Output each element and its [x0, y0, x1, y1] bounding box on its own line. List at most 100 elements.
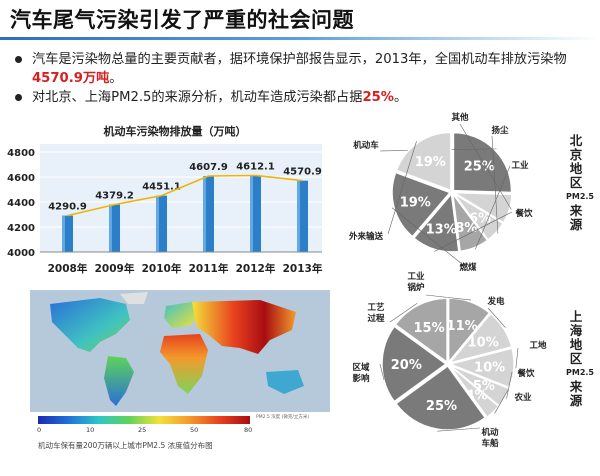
bar-highlight — [62, 215, 65, 252]
bullet-highlight: 4570.9万吨 — [32, 71, 110, 86]
vertical-title-char: 来 — [569, 379, 583, 394]
data-label: 4290.9 — [48, 202, 87, 213]
y-tick-label: 4200 — [7, 223, 35, 234]
bar — [156, 195, 167, 252]
pie-slice — [447, 297, 491, 365]
legend-tick: 80 — [244, 426, 253, 434]
leader-line — [506, 371, 513, 399]
leader-line — [437, 427, 481, 432]
bar-highlight — [203, 176, 206, 252]
pie-slice — [452, 131, 513, 194]
legend-tick: 50 — [190, 426, 199, 434]
slice-name-label: 其他 — [451, 112, 469, 123]
bullet-text: 汽车是污染物总量的主要贡献者，据环境保护部报告显示，2013年，全国机动车排放污… — [32, 52, 567, 67]
pie-slice — [394, 297, 448, 364]
slice-pct-label: 13% — [426, 222, 457, 237]
y-tick-label: 4400 — [7, 198, 35, 209]
map-legend-note: PM2.5 浓度 (微克/立方米) — [256, 415, 310, 420]
map-legend-colorbar — [38, 416, 250, 424]
slice-name-label: 发电 — [486, 296, 505, 307]
bullet-dot-icon — [15, 56, 22, 63]
bar-highlight — [109, 204, 112, 252]
x-tick-label: 2009年 — [95, 262, 135, 275]
slice-pct-label: 10% — [474, 361, 505, 376]
y-tick-label: 4000 — [7, 248, 35, 259]
bullet-dot-icon — [15, 94, 22, 101]
pie-slice — [451, 191, 489, 253]
slice-name-label: 影响 — [352, 373, 370, 384]
bar-highlight — [297, 180, 300, 252]
bullet-item: 汽车是污染物总量的主要贡献者，据环境保护部报告显示，2013年，全国机动车排放污… — [12, 50, 597, 88]
bullet-highlight: 25% — [362, 90, 395, 105]
slice-pct-label: 10% — [468, 336, 499, 351]
data-label: 4607.9 — [189, 162, 228, 173]
x-tick-label: 2008年 — [48, 262, 88, 275]
bar — [109, 204, 120, 252]
y-tick-label: 4600 — [7, 173, 35, 184]
bar — [62, 215, 73, 252]
bar-highlight — [156, 195, 159, 252]
vertical-title-char: PM2.5 — [566, 368, 594, 377]
leader-line — [379, 363, 385, 381]
bar — [203, 176, 214, 252]
data-label: 4570.9 — [283, 167, 322, 178]
leader-line — [434, 211, 513, 252]
shanghai-chart-title: 上海地区 PM2.5 来源 — [566, 309, 594, 408]
pie-slice — [452, 192, 505, 241]
emission-bar-chart: 机动车污染物排放量（万吨） 4000 4200 4400 4600 4800 4290.9 2… — [7, 124, 323, 275]
slice-name-label: 工艺 — [367, 302, 385, 313]
pie-slice — [391, 171, 452, 238]
page-title: 汽车尾气污染引发了严重的社会问题 — [10, 8, 354, 32]
x-tick-label: 2012年 — [236, 262, 276, 275]
pie-slice — [394, 364, 487, 431]
vertical-title-char: 源 — [569, 393, 583, 408]
vertical-title-char: 地 — [569, 337, 583, 352]
slice-name-label: 餐饮 — [514, 208, 533, 219]
x-tick-label: 2010年 — [142, 262, 182, 275]
world-pm25-map — [30, 290, 330, 412]
slice-name-label: 工地 — [529, 340, 547, 351]
bullet-suffix: 。 — [109, 71, 123, 86]
leader-line — [391, 207, 463, 265]
slice-name-label: 车船 — [481, 438, 499, 449]
plot-background — [40, 144, 322, 252]
slice-pct-label: 8% — [455, 221, 477, 236]
slice-name-label: 外来输送 — [348, 231, 384, 242]
pie-slice — [447, 347, 515, 389]
bullet-text: 对北京、上海PM2.5的来源分析，机动车造成污染都占据 — [32, 90, 363, 105]
legend-tick: 25 — [138, 426, 147, 434]
vertical-title-char: 区 — [569, 175, 583, 190]
x-tick-label: 2013年 — [283, 262, 323, 275]
slice-pct-label: 20% — [391, 358, 422, 373]
slice-name-label: 工业 — [511, 160, 529, 171]
slice-name-label: 餐饮 — [516, 368, 535, 379]
beijing-chart-title: 北京地区 PM2.5 来源 — [566, 133, 594, 232]
leader-line — [487, 307, 506, 328]
vertical-title-char: 北 — [569, 133, 583, 148]
slice-pct-label: 19% — [415, 155, 446, 170]
leader-line — [491, 135, 499, 234]
vertical-title-char: 京 — [569, 147, 583, 162]
vertical-title-char: 地 — [569, 161, 583, 176]
legend-tick: 10 — [86, 426, 95, 434]
leader-line — [515, 347, 519, 369]
leader-line — [425, 294, 472, 301]
world-map-icon — [50, 292, 304, 406]
slice-pct-label: 15% — [414, 321, 445, 336]
vertical-title-char: 源 — [569, 217, 583, 232]
slice-pct-label: 11% — [447, 319, 478, 334]
trend-line — [67, 174, 303, 217]
bar-highlight — [250, 175, 253, 252]
pie-slice — [381, 325, 448, 403]
slice-name-label: 燃煤 — [459, 262, 477, 273]
slice-name-label: 区域 — [352, 362, 370, 373]
map-caption: 机动车保有量200万辆以上城市PM2.5 浓度值分布图 — [38, 441, 213, 450]
vertical-title-char: 区 — [569, 351, 583, 366]
chart-title: 机动车污染物排放量（万吨） — [104, 124, 247, 138]
leader-line — [387, 141, 417, 235]
leader-line — [494, 389, 509, 414]
pie-slice — [451, 191, 513, 224]
vertical-title-char: 上 — [569, 309, 583, 324]
